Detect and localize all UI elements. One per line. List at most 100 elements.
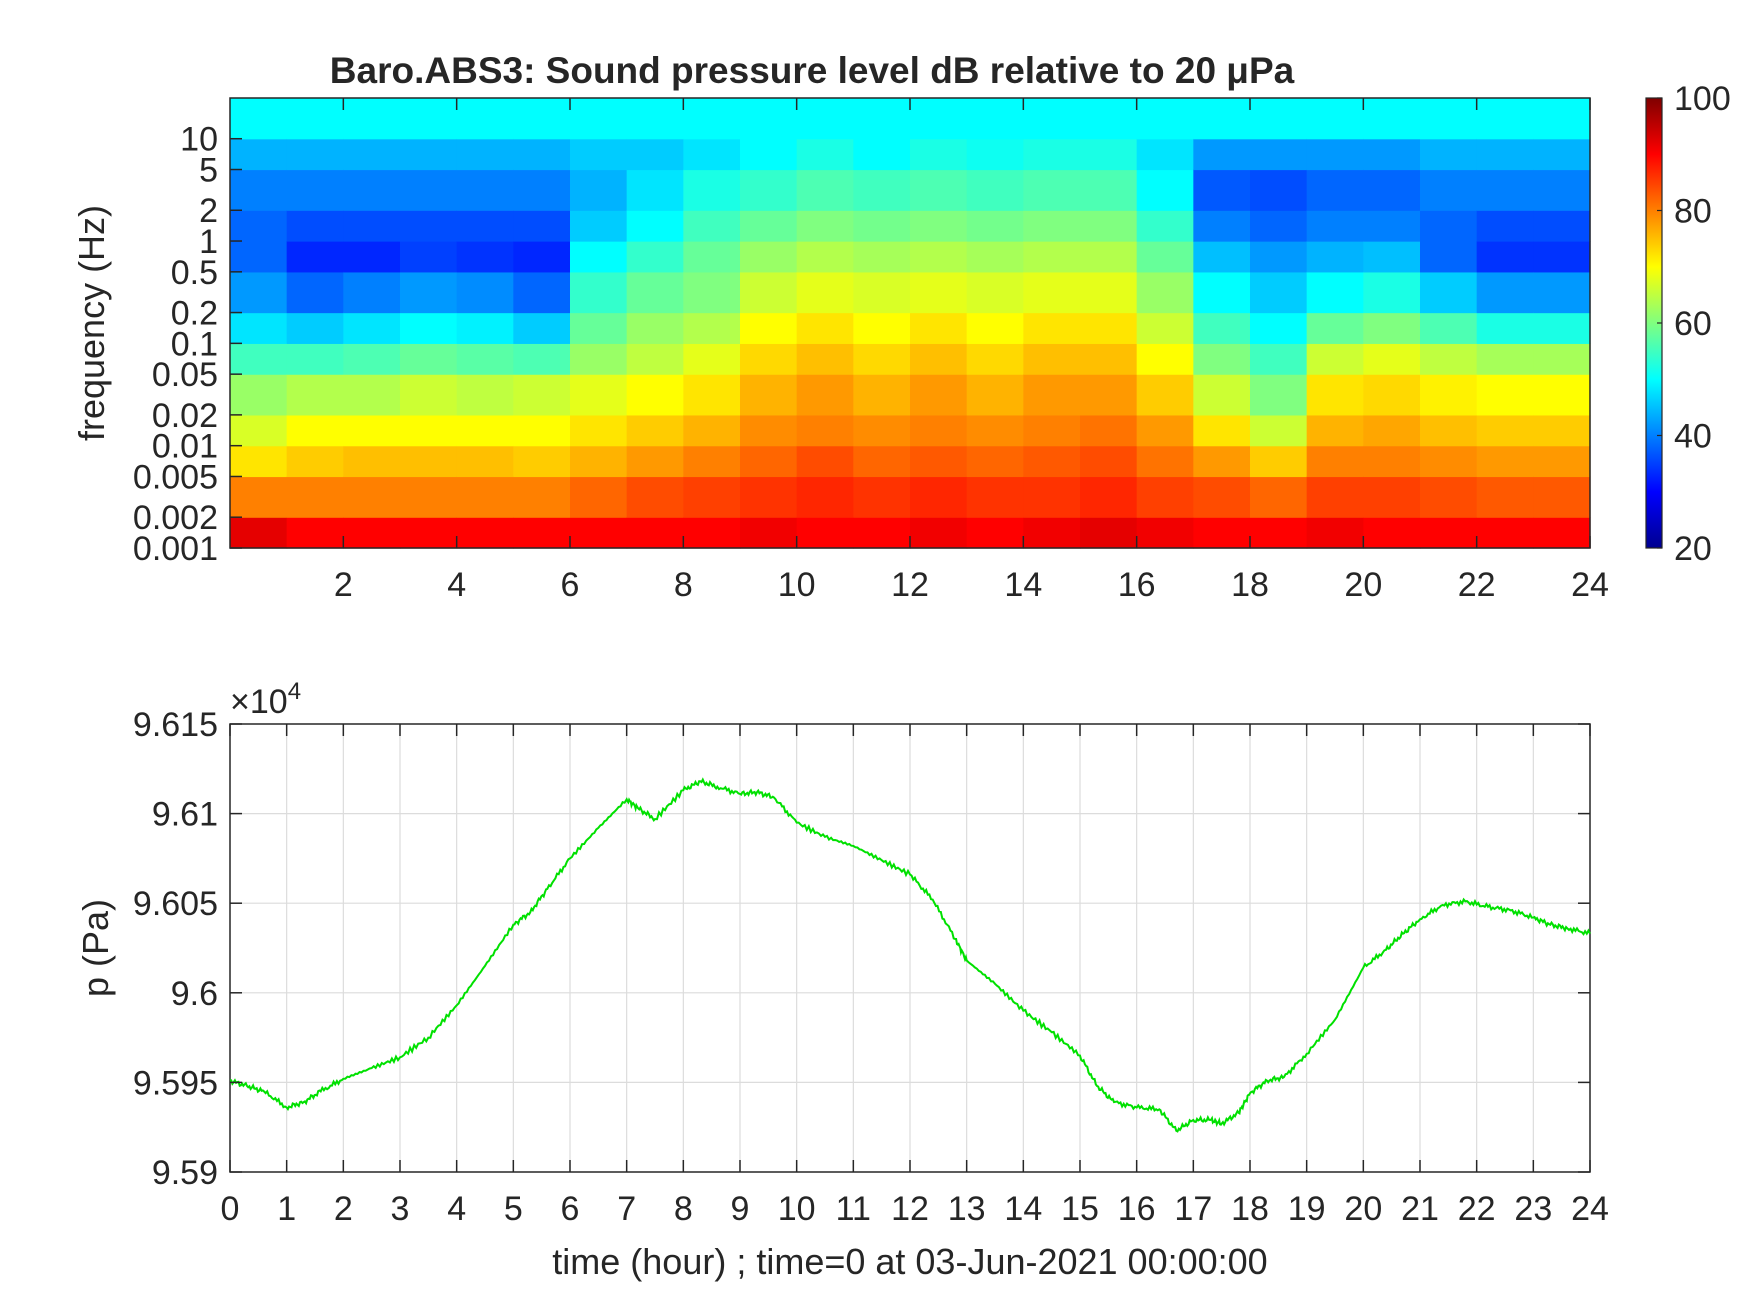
spectrogram-cell: [343, 98, 401, 140]
colorbar-tick-label: 100: [1674, 80, 1731, 118]
spectrogram-cell: [1363, 241, 1421, 273]
pressure-ylabel: p (Pa): [75, 899, 116, 997]
spectrogram-cell: [400, 98, 458, 140]
spectrogram-cell: [1533, 271, 1591, 314]
spectrogram-y-tick-label: 0.005: [133, 458, 218, 496]
spectrogram-cell: [1136, 343, 1194, 375]
spectrogram-cell: [1080, 476, 1138, 518]
spectrogram-cell: [910, 169, 968, 211]
spectrogram-cell: [910, 476, 968, 518]
spectrogram-cell: [910, 445, 968, 478]
spectrogram-cell: [1420, 476, 1478, 518]
spectrogram-cell: [966, 312, 1024, 344]
spectrogram-cell: [740, 414, 798, 447]
spectrogram-cell: [1023, 169, 1081, 211]
spectrogram-cell: [1420, 343, 1478, 375]
spectrogram-cell: [683, 374, 741, 416]
spectrogram-cell: [230, 169, 288, 211]
spectrogram-cell: [513, 517, 571, 549]
spectrogram-cell: [286, 476, 344, 518]
spectrogram-cell: [1136, 414, 1194, 447]
spectrogram-cell: [230, 343, 288, 375]
spectrogram-cell: [1363, 312, 1421, 344]
spectrogram-cell: [1080, 210, 1138, 242]
spectrogram-cell: [796, 374, 854, 416]
spectrogram-cell: [853, 241, 911, 273]
spectrogram-cell: [1193, 476, 1251, 518]
spectrogram-cell: [740, 476, 798, 518]
pressure-exponent-power: 4: [288, 678, 301, 705]
spectrogram-cell: [740, 445, 798, 478]
spectrogram-cell: [796, 210, 854, 242]
pressure-y-tick-label: 9.59: [152, 1154, 218, 1192]
spectrogram-cell: [740, 374, 798, 416]
spectrogram-cell: [1023, 98, 1081, 140]
spectrogram-cell: [400, 517, 458, 549]
spectrogram-cell: [513, 312, 571, 344]
spectrogram-cell: [683, 343, 741, 375]
spectrogram-cell: [853, 414, 911, 447]
colorbar-tick-label: 80: [1674, 193, 1712, 231]
pressure-xlabel: time (hour) ; time=0 at 03-Jun-2021 00:0…: [552, 1241, 1267, 1282]
spectrogram-cell: [966, 414, 1024, 447]
spectrogram-x-tick-label: 16: [1118, 566, 1156, 604]
colorbar-tick-label: 40: [1674, 418, 1712, 456]
spectrogram-cell: [1363, 414, 1421, 447]
spectrogram-cell: [626, 210, 684, 242]
spectrogram-cell: [1080, 169, 1138, 211]
spectrogram-cell: [1420, 517, 1478, 549]
spectrogram-cell: [400, 476, 458, 518]
spectrogram-cell: [626, 414, 684, 447]
spectrogram-title: Baro.ABS3: Sound pressure level dB relat…: [330, 50, 1295, 91]
pressure-x-tick-label: 9: [731, 1190, 750, 1228]
spectrogram-cell: [796, 343, 854, 375]
spectrogram-cell: [853, 169, 911, 211]
spectrogram-cell: [1363, 517, 1421, 549]
spectrogram-cell: [1533, 374, 1591, 416]
spectrogram-cell: [343, 241, 401, 273]
spectrogram-cell: [343, 312, 401, 344]
spectrogram-cell: [570, 445, 628, 478]
spectrogram-cell: [683, 517, 741, 549]
spectrogram-cell: [1533, 312, 1591, 344]
spectrogram-cell: [1476, 517, 1534, 549]
spectrogram-cell: [570, 374, 628, 416]
spectrogram-cell: [570, 271, 628, 314]
spectrogram-cell: [1533, 169, 1591, 211]
spectrogram-cell: [1193, 138, 1251, 171]
spectrogram-cell: [286, 414, 344, 447]
pressure-x-axis: 0 1 2 3 4 5 6 7 8 9 10 11 12 13 14 15 16 17 18 19 20 21 22 23 24: [221, 724, 1609, 1228]
spectrogram-cell: [796, 414, 854, 447]
spectrogram-cell: [796, 138, 854, 171]
spectrogram-cell: [1023, 138, 1081, 171]
spectrogram-x-tick-label: 6: [561, 566, 580, 604]
pressure-x-tick-label: 5: [504, 1190, 523, 1228]
spectrogram-cell: [1250, 169, 1308, 211]
spectrogram-cell: [343, 476, 401, 518]
spectrogram-cell: [740, 517, 798, 549]
spectrogram-cell: [1363, 343, 1421, 375]
pressure-x-tick-label: 0: [221, 1190, 240, 1228]
spectrogram-cell: [456, 374, 514, 416]
spectrogram-cell: [400, 210, 458, 242]
spectrogram-cell: [1136, 138, 1194, 171]
spectrogram-cell: [1136, 312, 1194, 344]
spectrogram-cell: [853, 374, 911, 416]
spectrogram-y-tick-label: 0.01: [152, 428, 218, 466]
spectrogram-cell: [456, 445, 514, 478]
spectrogram-cell: [683, 210, 741, 242]
spectrogram-cell: [400, 445, 458, 478]
pressure-x-tick-label: 22: [1458, 1190, 1496, 1228]
spectrogram-cell: [456, 343, 514, 375]
spectrogram-cell: [1476, 169, 1534, 211]
colorbar-tick-label: 60: [1674, 305, 1712, 343]
spectrogram-cell: [570, 517, 628, 549]
spectrogram-cell: [796, 271, 854, 314]
spectrogram-cell: [570, 169, 628, 211]
spectrogram-x-tick-label: 12: [891, 566, 929, 604]
spectrogram-cell: [343, 414, 401, 447]
spectrogram-cell: [796, 517, 854, 549]
colorbar-axis: 20 40 60 80 100: [1657, 80, 1731, 568]
spectrogram-cell: [1306, 374, 1364, 416]
spectrogram-cell: [400, 271, 458, 314]
